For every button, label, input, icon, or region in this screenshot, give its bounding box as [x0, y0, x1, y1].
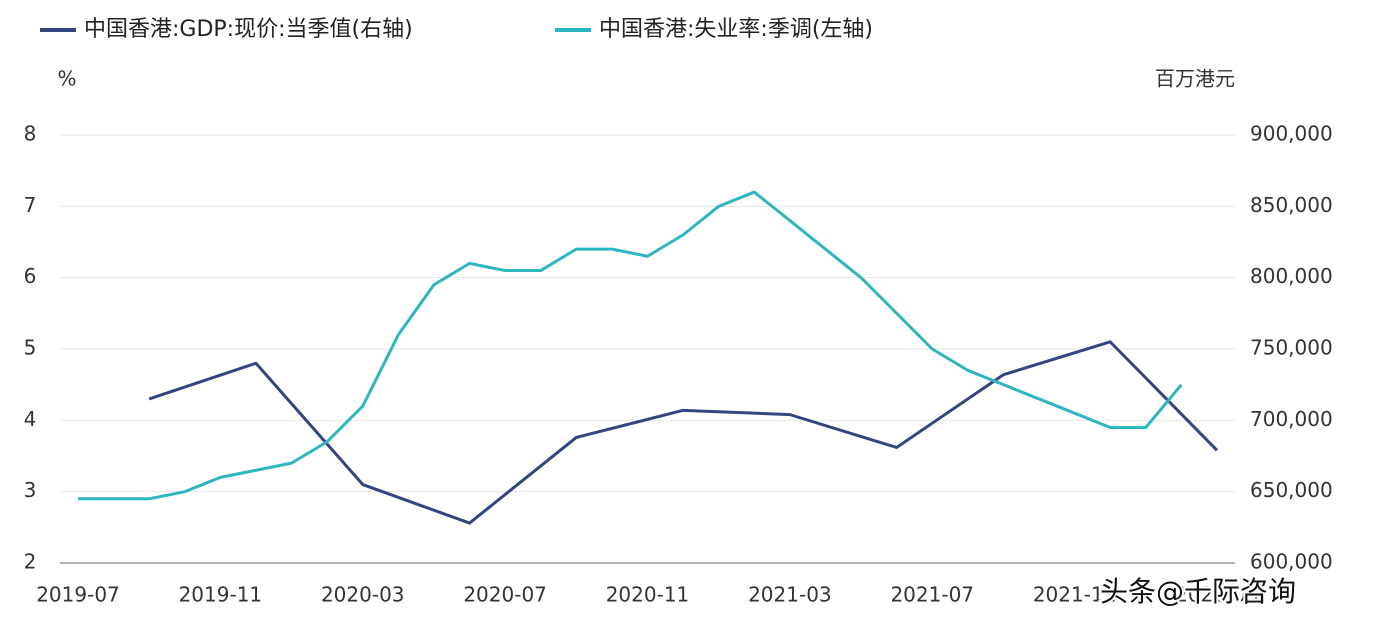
- legend-label: 中国香港:GDP:现价:当季值(右轴): [84, 17, 413, 42]
- series-line: [78, 190, 1183, 501]
- y-tick-label: 7: [24, 193, 37, 217]
- y-tick-label: 6: [24, 264, 37, 288]
- legend-label: 中国香港:失业率:季调(左轴): [599, 17, 873, 42]
- y2-tick-label: 800,000: [1250, 264, 1333, 288]
- y-tick-label: 2: [24, 550, 37, 574]
- watermark: 头条@千际咨询: [1100, 575, 1296, 608]
- x-tick-label: 2022-03: [1175, 583, 1259, 607]
- x-tick-label: 2020-11: [606, 583, 690, 607]
- y2-unit: 百万港元: [1155, 67, 1235, 91]
- y2-tick-label: 900,000: [1250, 122, 1333, 146]
- series-line: [148, 340, 1219, 525]
- x-tick-label: 2020-03: [321, 583, 405, 607]
- y2-tick-label: 650,000: [1250, 478, 1333, 502]
- x-tick-label: 2021-03: [748, 583, 832, 607]
- x-tick-label: 2021-11: [1033, 583, 1117, 607]
- y-unit: %: [57, 67, 76, 91]
- x-tick-label: 2020-07: [463, 583, 547, 607]
- x-tick-label: 2019-11: [179, 583, 263, 607]
- y-tick-label: 3: [24, 478, 37, 502]
- y2-tick-label: 600,000: [1250, 550, 1333, 574]
- y-tick-label: 4: [24, 407, 37, 431]
- y-tick-label: 8: [24, 122, 37, 146]
- y2-tick-label: 850,000: [1250, 193, 1333, 217]
- x-tick-label: 2021-07: [890, 583, 974, 607]
- y-tick-label: 5: [24, 336, 37, 360]
- y2-tick-label: 750,000: [1250, 336, 1333, 360]
- x-tick-label: 2019-07: [36, 583, 120, 607]
- y2-tick-label: 700,000: [1250, 407, 1333, 431]
